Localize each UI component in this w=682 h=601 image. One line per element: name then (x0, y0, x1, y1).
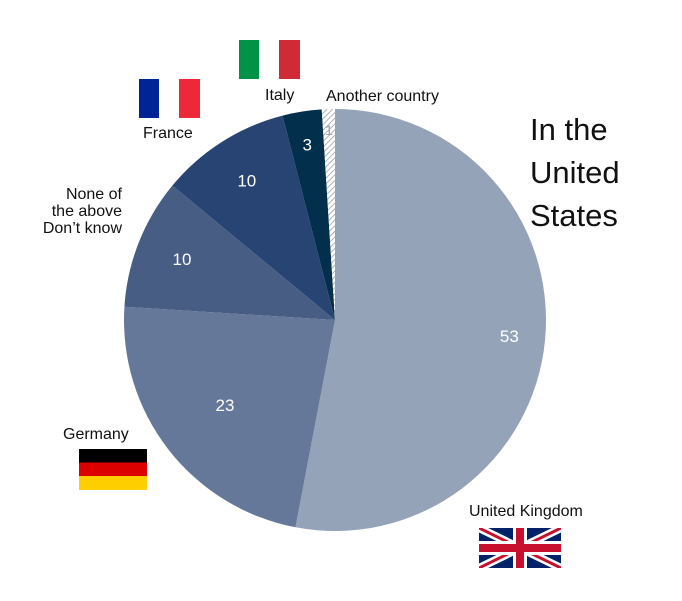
title-line-1: In the (530, 112, 608, 147)
label-italy: Italy (265, 87, 295, 104)
value-label-italy: 3 (303, 135, 312, 154)
label-another-country: Another country (326, 88, 439, 105)
label-none-of-the-above: None of the above Don’t know (2, 186, 122, 237)
pie-value-labels: 53 23 10 10 31 (173, 122, 519, 415)
label-united-kingdom: United Kingdom (469, 503, 583, 520)
pie-slice-united-kingdom (295, 109, 546, 531)
label-germany: Germany (63, 426, 129, 443)
value-label-germany: 23 (216, 396, 235, 415)
title-line-3: States (530, 198, 618, 233)
value-label-none-of-the-above-don-t-know: 10 (173, 250, 192, 269)
uk-flag-icon (479, 528, 561, 568)
label-none-line-1: None of (65, 186, 122, 203)
chart-title: In the United States (530, 108, 660, 237)
label-france: France (143, 125, 193, 142)
pie-slice-france (172, 115, 335, 320)
italy-flag-icon (239, 40, 300, 79)
pie-slices (123, 109, 546, 531)
germany-flag-icon (79, 449, 147, 490)
pie-slice-another-country (321, 109, 335, 320)
title-line-2: United (530, 155, 620, 190)
label-none-line-3: Don’t know (42, 220, 122, 237)
value-label-another-country: 1 (325, 122, 333, 138)
value-label-united-kingdom: 53 (500, 327, 519, 346)
value-label-france: 10 (237, 172, 256, 191)
label-none-line-2: the above (51, 203, 122, 220)
france-flag-icon (139, 79, 200, 118)
pie-slice-germany (123, 306, 335, 528)
pie-slice-italy (282, 109, 335, 321)
pie-slice-none-of-the-above-don-t-know (124, 185, 336, 320)
